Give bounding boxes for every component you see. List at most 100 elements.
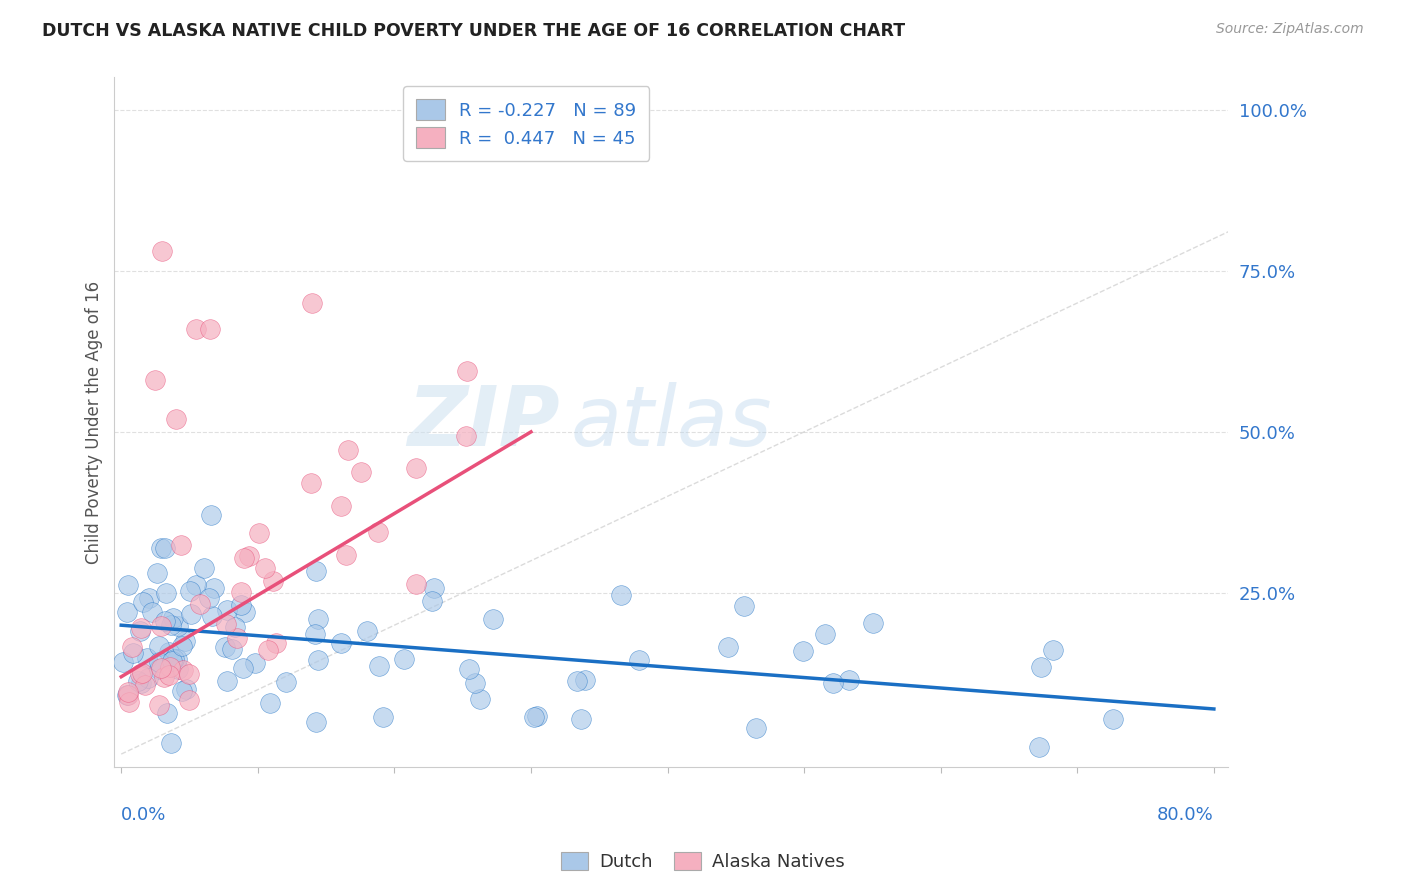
Point — [733, 599, 755, 614]
Point — [129, 676, 152, 690]
Point — [204, 581, 226, 595]
Point — [177, 667, 200, 681]
Point — [186, 322, 208, 336]
Point — [159, 736, 181, 750]
Point — [150, 661, 173, 675]
Point — [628, 653, 651, 667]
Point — [129, 622, 152, 636]
Point — [138, 591, 160, 605]
Point — [821, 675, 844, 690]
Point — [131, 595, 153, 609]
Point — [157, 668, 180, 682]
Point — [305, 564, 328, 578]
Text: ZIP: ZIP — [406, 382, 560, 463]
Point — [356, 624, 378, 638]
Point — [167, 619, 190, 633]
Text: 0.0%: 0.0% — [121, 805, 167, 823]
Point — [247, 525, 270, 540]
Point — [1042, 643, 1064, 657]
Point — [163, 652, 186, 666]
Point — [337, 442, 360, 457]
Point — [233, 606, 256, 620]
Point — [301, 296, 323, 310]
Point — [215, 603, 238, 617]
Point — [141, 605, 163, 619]
Point — [173, 634, 195, 648]
Point — [526, 709, 548, 723]
Point — [574, 673, 596, 687]
Point — [117, 688, 139, 702]
Point — [153, 541, 176, 556]
Point — [129, 666, 152, 681]
Point — [1031, 660, 1053, 674]
Point — [1101, 712, 1123, 726]
Point — [371, 710, 394, 724]
Legend: R = -0.227   N = 89, R =  0.447   N = 45: R = -0.227 N = 89, R = 0.447 N = 45 — [404, 87, 650, 161]
Point — [148, 662, 170, 676]
Point — [127, 673, 149, 688]
Y-axis label: Child Poverty Under the Age of 16: Child Poverty Under the Age of 16 — [86, 281, 103, 564]
Point — [231, 584, 253, 599]
Point — [198, 591, 221, 606]
Point — [177, 693, 200, 707]
Point — [180, 607, 202, 622]
Point — [118, 694, 141, 708]
Point — [129, 624, 152, 639]
Text: DUTCH VS ALASKA NATIVE CHILD POVERTY UNDER THE AGE OF 16 CORRELATION CHART: DUTCH VS ALASKA NATIVE CHILD POVERTY UND… — [42, 22, 905, 40]
Point — [193, 561, 215, 575]
Point — [226, 631, 249, 645]
Point — [215, 617, 238, 632]
Text: Source: ZipAtlas.com: Source: ZipAtlas.com — [1216, 22, 1364, 37]
Point — [115, 688, 138, 702]
Point — [217, 673, 239, 688]
Legend: Dutch, Alaska Natives: Dutch, Alaska Natives — [554, 845, 852, 879]
Point — [569, 712, 592, 726]
Point — [233, 550, 256, 565]
Point — [156, 706, 179, 720]
Point — [330, 499, 353, 513]
Point — [148, 655, 170, 669]
Point — [274, 675, 297, 690]
Text: 80.0%: 80.0% — [1157, 805, 1213, 823]
Point — [745, 721, 768, 735]
Point — [1028, 739, 1050, 754]
Point — [150, 244, 173, 259]
Point — [458, 662, 481, 676]
Point — [299, 475, 322, 490]
Point — [420, 594, 443, 608]
Point — [145, 373, 167, 387]
Point — [188, 598, 211, 612]
Point — [146, 566, 169, 580]
Point — [304, 626, 326, 640]
Point — [224, 620, 246, 634]
Point — [117, 578, 139, 592]
Point — [165, 412, 187, 426]
Point — [238, 549, 260, 564]
Point — [198, 322, 221, 336]
Point — [167, 662, 190, 676]
Point — [523, 710, 546, 724]
Point — [350, 465, 373, 479]
Point — [155, 586, 177, 600]
Point — [262, 574, 284, 589]
Point — [152, 670, 174, 684]
Point — [149, 541, 172, 555]
Point — [335, 549, 357, 563]
Point — [307, 612, 329, 626]
Point — [609, 588, 631, 602]
Point — [792, 643, 814, 657]
Point — [214, 640, 236, 654]
Point — [470, 691, 492, 706]
Point — [159, 660, 181, 674]
Point — [464, 675, 486, 690]
Point — [717, 640, 740, 654]
Point — [176, 682, 198, 697]
Point — [231, 599, 253, 613]
Point — [153, 614, 176, 628]
Point — [423, 581, 446, 595]
Point — [329, 636, 352, 650]
Point — [136, 671, 159, 685]
Point — [243, 657, 266, 671]
Point — [394, 652, 416, 666]
Point — [814, 627, 837, 641]
